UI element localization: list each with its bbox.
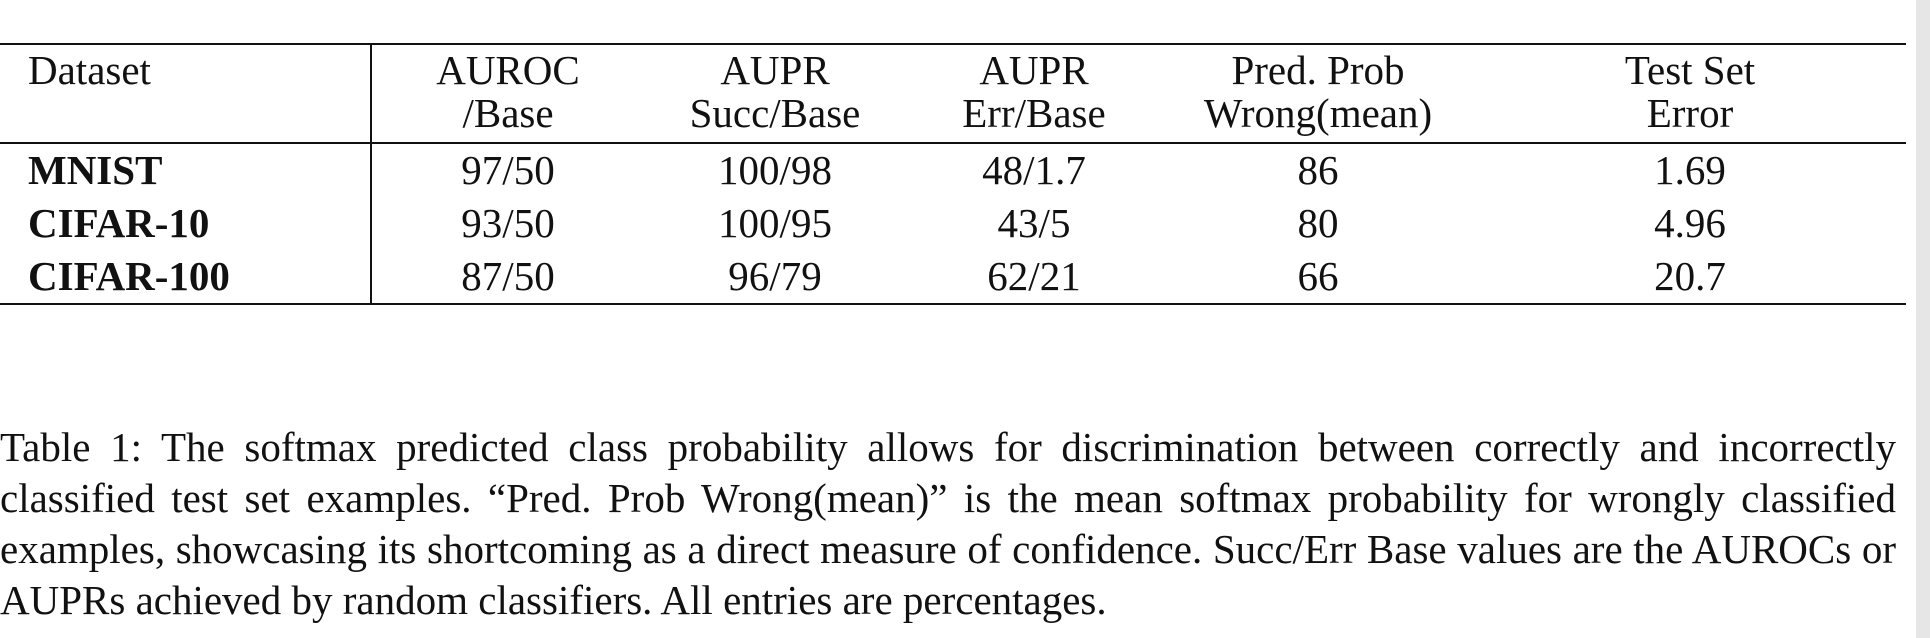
auroc-cell: 93/50: [461, 199, 555, 246]
aupr-err-cell: 62/21: [906, 249, 1162, 305]
header-line-2: Succ/Base: [689, 90, 861, 137]
dataset-cell: CIFAR-100: [0, 249, 372, 305]
header-dataset: Dataset: [0, 44, 372, 144]
dataset-cell: CIFAR-10: [0, 196, 372, 250]
table-row: CIFAR-100 87/50 96/79 62/21 66 20.7: [0, 249, 1906, 305]
header-auroc: AUROC/Base: [371, 44, 644, 144]
header-aupr-succ: AUPR Succ/Base: [644, 44, 906, 144]
header-test-error: Test Set Error: [1474, 44, 1906, 144]
table-body: MNIST 97/50 100/98 48/1.7 86 1.69 CIFAR-…: [0, 142, 1906, 305]
header-line-2: Wrong(mean): [1203, 90, 1433, 137]
test-error-cell: 20.7: [1474, 249, 1906, 305]
header-line-1: AUPR: [979, 47, 1089, 93]
header-line-1: Dataset: [28, 47, 151, 93]
header-line-1: Pred. Prob: [1231, 47, 1405, 93]
header-pred-prob: Pred. Prob Wrong(mean): [1162, 44, 1474, 144]
auroc-cell: 87/50: [371, 249, 644, 305]
header-aupr-err: AUPR Err/Base: [906, 44, 1162, 144]
pred-prob-cell: 66: [1162, 249, 1474, 305]
header-line-1: Test Set: [1624, 47, 1756, 93]
results-table: Dataset AUROC/Base AUPR Succ/Base AUPR Err…: [0, 43, 1906, 305]
test-error-cell: 4.96: [1654, 199, 1726, 246]
header-line-2: Error: [1646, 90, 1734, 137]
results-table-container: Dataset AUROC/Base AUPR Succ/Base AUPR Err…: [0, 43, 1906, 305]
table-row: MNIST 97/50 100/98 48/1.7 86 1.69: [0, 142, 1906, 197]
table-caption: Table 1: The softmax predicted class pro…: [0, 424, 1896, 623]
header-row: Dataset AUROC/Base AUPR Succ/Base AUPR Err…: [0, 44, 1906, 144]
header-line-2: Err/Base: [962, 90, 1106, 137]
aupr-err-cell: 48/1.7: [982, 146, 1086, 193]
aupr-err-cell: 43/5: [997, 199, 1071, 246]
dataset-cell: MNIST: [0, 142, 372, 197]
aupr-succ-cell: 100/95: [718, 199, 832, 246]
pred-prob-cell: 86: [1297, 146, 1339, 193]
header-line-1: AUROC: [436, 47, 580, 93]
header-line-1: AUPR: [720, 47, 830, 93]
aupr-succ-cell: 96/79: [644, 249, 906, 305]
test-error-cell: 1.69: [1654, 146, 1726, 193]
table-row: CIFAR-10 93/50 100/95 43/5 80 4.96: [0, 196, 1906, 250]
aupr-succ-cell: 100/98: [718, 146, 832, 193]
auroc-cell: 97/50: [461, 146, 555, 193]
pred-prob-cell: 80: [1297, 199, 1339, 246]
header-line-2: /Base: [462, 90, 554, 137]
page-edge-divider: [1916, 0, 1930, 638]
table-header: Dataset AUROC/Base AUPR Succ/Base AUPR Err…: [0, 44, 1906, 144]
